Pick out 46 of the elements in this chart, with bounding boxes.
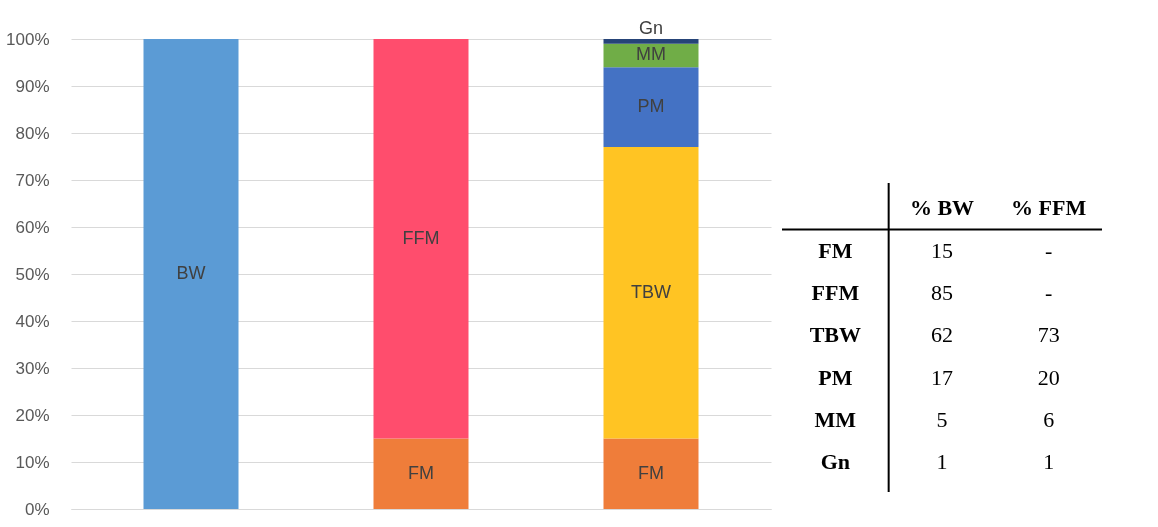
text: 20 xyxy=(1037,364,1060,390)
text: 62 xyxy=(931,322,953,348)
series-label: FM xyxy=(408,462,434,483)
series-label: TBW xyxy=(631,281,671,302)
bar xyxy=(143,39,239,509)
y-tick-label: 70% xyxy=(15,170,50,190)
y-tick-label: 90% xyxy=(15,76,50,96)
text: 17 xyxy=(931,364,953,390)
y-tick-label: 60% xyxy=(15,217,50,237)
bar xyxy=(603,39,699,44)
category-label: % BW xyxy=(909,195,975,221)
series-label: MM xyxy=(636,44,666,65)
text: - xyxy=(1045,280,1053,306)
category-label: TBW xyxy=(809,322,862,348)
y-tick-label: 30% xyxy=(15,358,50,378)
bar xyxy=(603,438,699,509)
category-label: MM xyxy=(814,407,857,433)
text: 73 xyxy=(1037,322,1060,348)
text: 1 xyxy=(1043,449,1055,475)
text: 15 xyxy=(931,237,953,263)
category-label: FM xyxy=(818,237,853,263)
bar xyxy=(373,438,469,509)
text: FM xyxy=(638,462,664,483)
category-label: Gn xyxy=(820,449,851,475)
category-label: % FFM xyxy=(1011,195,1087,221)
y-tick-label: 0% xyxy=(24,499,50,519)
text: 85 xyxy=(931,280,953,306)
series-label: PM xyxy=(637,96,665,117)
category-label: PM xyxy=(818,364,853,390)
text: - xyxy=(1045,237,1053,263)
y-tick-label: 50% xyxy=(15,264,50,284)
text: 1 xyxy=(936,449,948,475)
y-tick-label: 100% xyxy=(6,29,50,49)
category-label: FFM xyxy=(811,280,860,306)
bar xyxy=(373,39,469,439)
bar xyxy=(603,147,699,439)
series-label: Gn xyxy=(638,18,664,38)
y-tick-label: 80% xyxy=(15,123,50,143)
bar xyxy=(603,67,699,148)
series-label: BW xyxy=(176,263,206,283)
y-tick-label: 40% xyxy=(15,311,50,331)
text: 5 xyxy=(936,407,948,433)
series-label: FFM xyxy=(402,227,440,248)
y-tick-label: 10% xyxy=(15,452,50,472)
y-tick-label: 20% xyxy=(15,405,50,425)
text: 6 xyxy=(1043,407,1055,433)
